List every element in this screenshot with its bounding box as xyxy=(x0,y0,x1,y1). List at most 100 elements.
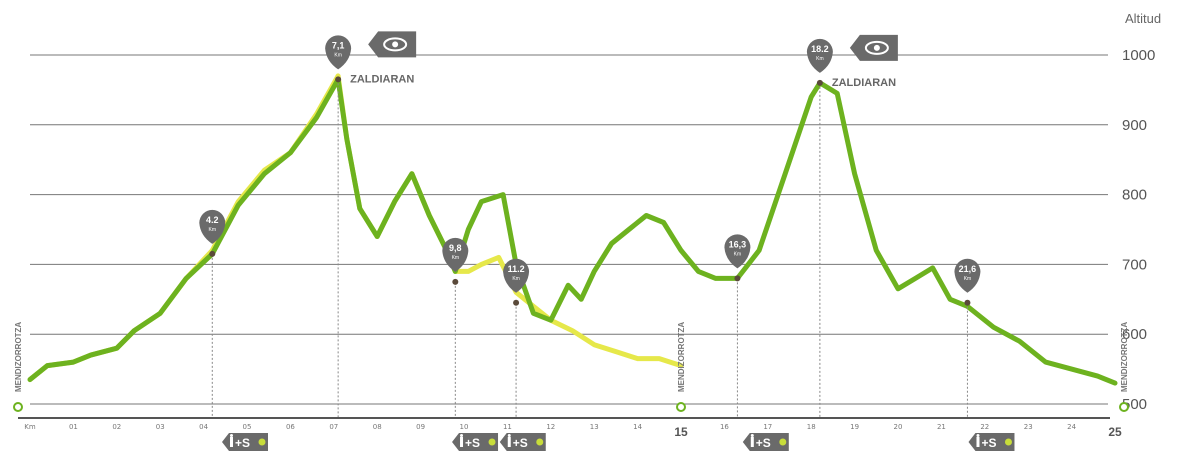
map-pin-icon xyxy=(806,38,833,73)
marker-guides xyxy=(211,79,968,418)
x-tick-05: 05 xyxy=(243,423,252,431)
marker-km-label: 16,3 xyxy=(729,239,747,249)
endpoint-label: MENDIZORROTZA xyxy=(1120,322,1129,392)
marker-point-3 xyxy=(513,299,520,306)
service-badge xyxy=(742,433,789,451)
service-dot-icon xyxy=(488,438,496,446)
x-tick-03: 03 xyxy=(156,423,165,431)
info-icon xyxy=(507,437,511,447)
map-pin-icon xyxy=(724,234,751,269)
service-dot-icon xyxy=(1004,438,1012,446)
service-badge-label: +S xyxy=(981,436,996,450)
service-dot-icon xyxy=(258,438,266,446)
x-tick-08: 08 xyxy=(373,423,382,431)
x-tick-01: 01 xyxy=(69,423,78,431)
y-tick-700: 700 xyxy=(1122,256,1147,273)
service-badge xyxy=(452,433,499,451)
eye-icon xyxy=(383,37,408,52)
y-tick-900: 900 xyxy=(1122,117,1147,134)
service-dot-icon xyxy=(536,438,544,446)
marker-point-5 xyxy=(816,79,823,86)
x-tick-07: 07 xyxy=(329,423,338,431)
info-icon xyxy=(750,437,754,447)
x-tick-09: 09 xyxy=(416,423,425,431)
info-icon-dot xyxy=(750,434,754,437)
summit-name: ZALDIARAN xyxy=(832,77,896,89)
elevation-series xyxy=(27,73,1118,386)
x-tick-14: 14 xyxy=(633,423,642,431)
map-pin-icon xyxy=(442,237,469,272)
marker-point-4 xyxy=(734,275,741,282)
marker-km-unit: Km xyxy=(964,276,972,282)
endpoint-labels: MENDIZORROTZA MENDIZORROTZA MENDIZORROTZA xyxy=(13,322,1129,412)
summit-name: ZALDIARAN xyxy=(350,73,414,85)
marker-km-unit: Km xyxy=(209,227,217,233)
x-tick-18: 18 xyxy=(807,423,816,431)
marker-point-1 xyxy=(335,76,342,83)
y-axis-label: Altitud xyxy=(1125,11,1161,26)
km-markers: 4.2 Km 7,1 Km ZALDIARAN 9,8 Km 11.2 Km 16,3 Km 18.2… xyxy=(199,31,981,306)
service-badge-label: +S xyxy=(756,436,771,450)
x-tick-19: 19 xyxy=(850,423,859,431)
x-tick-15: 15 xyxy=(674,425,688,439)
marker-point-6 xyxy=(964,299,971,306)
info-icon xyxy=(460,437,464,447)
marker-km-unit: Km xyxy=(512,276,520,282)
y-tick-800: 800 xyxy=(1122,187,1147,204)
marker-km-label: 11.2 xyxy=(508,264,525,274)
endpoint-ring-icon xyxy=(676,402,686,412)
eye-pupil xyxy=(873,44,880,51)
x-tick-25: 25 xyxy=(1108,425,1122,439)
service-dot-icon xyxy=(779,438,787,446)
marker-point-0 xyxy=(209,250,216,257)
marker-km-unit: Km xyxy=(816,56,824,62)
marker-km-unit: Km xyxy=(734,251,742,257)
service-badge xyxy=(968,433,1015,451)
endpoint-ring-icon xyxy=(13,402,23,412)
marker-km-label: 4.2 xyxy=(206,215,219,225)
info-icon xyxy=(976,437,980,447)
x-tick-12: 12 xyxy=(546,423,555,431)
service-badge-label: +S xyxy=(235,436,250,450)
y-tick-1000: 1000 xyxy=(1122,47,1155,64)
endpoint-ring-icon xyxy=(1119,402,1129,412)
x-tick-10: 10 xyxy=(460,423,469,431)
info-icon-dot xyxy=(976,434,980,437)
map-pin-icon xyxy=(954,258,981,293)
y-tick-600: 600 xyxy=(1122,326,1147,343)
marker-km-label: 9,8 xyxy=(449,243,462,253)
x-tick-24: 24 xyxy=(1067,423,1076,431)
x-tick-17: 17 xyxy=(763,423,772,431)
eye-pupil xyxy=(392,41,399,48)
x-tick-22: 22 xyxy=(980,423,989,431)
series-line-0 xyxy=(27,76,1118,386)
x-tick-20: 20 xyxy=(894,423,903,431)
x-axis: Km 01 02 03 04 05 06 07 08 09 10 11 12 13 14 15 16 17 18 19… xyxy=(18,417,1122,439)
info-icon-dot xyxy=(460,434,464,437)
x-tick-02: 02 xyxy=(112,423,121,431)
map-pin-icon xyxy=(325,35,352,70)
service-badge xyxy=(499,433,546,451)
x-tick-04: 04 xyxy=(199,423,208,431)
marker-km-unit: Km xyxy=(452,255,460,261)
service-badge xyxy=(222,433,268,451)
service-badge-label: +S xyxy=(465,436,480,450)
info-icon-dot xyxy=(507,434,511,437)
marker-point-2 xyxy=(452,278,459,285)
x-tick-11: 11 xyxy=(503,423,512,431)
x-tick-23: 23 xyxy=(1024,423,1033,431)
info-icon-dot xyxy=(230,434,233,437)
map-pin-icon xyxy=(199,209,226,244)
endpoint-label: MENDIZORROTZA xyxy=(677,322,686,392)
marker-km-label: 18.2 xyxy=(811,44,829,54)
gridlines xyxy=(30,54,1108,405)
x-tick-06: 06 xyxy=(286,423,295,431)
x-tick-21: 21 xyxy=(937,423,946,431)
service-badges: +S +S +S +S +S xyxy=(222,433,1015,451)
service-badge-label: +S xyxy=(513,436,528,450)
x-tick-Km: Km xyxy=(24,423,36,431)
marker-km-label: 21,6 xyxy=(959,264,977,274)
x-tick-13: 13 xyxy=(590,423,599,431)
marker-km-unit: Km xyxy=(334,52,342,58)
